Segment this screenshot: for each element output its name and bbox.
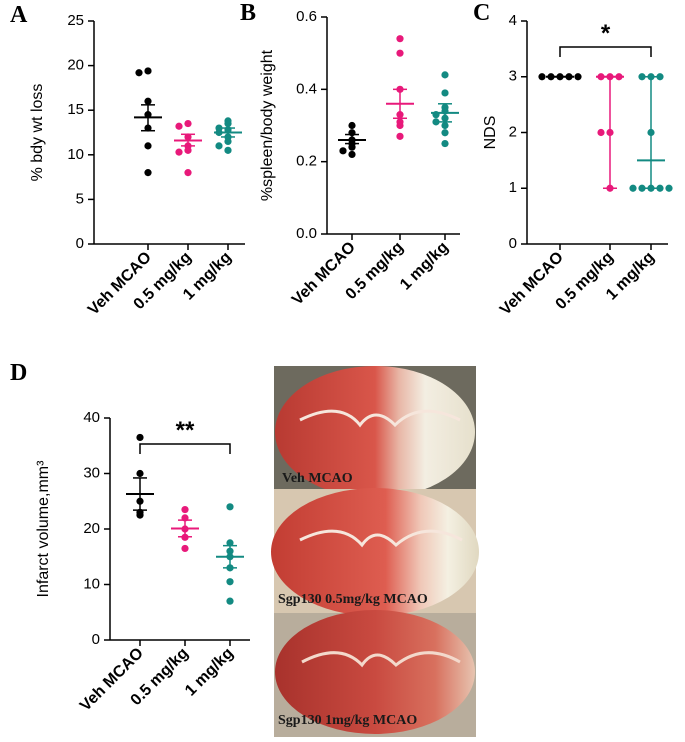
data-point	[224, 146, 232, 154]
data-point	[396, 49, 404, 57]
data-point	[441, 71, 449, 79]
significance-bracket	[139, 443, 231, 454]
photo-label: Sgp130 0.5mg/kg MCAO	[278, 592, 428, 607]
data-point	[638, 184, 646, 192]
photo-panel: Veh MCAO Sgp130 0.5mg/kg MCAO Sgp130 1mg…	[271, 366, 479, 737]
slice-detail	[301, 651, 461, 668]
significance-bracket	[559, 46, 652, 57]
x-tick-label: 1 mg/kg	[182, 645, 237, 700]
y-tick-label: 40	[83, 409, 100, 426]
y-tick-label: 0	[76, 235, 84, 252]
data-point	[226, 578, 234, 586]
data-point	[175, 148, 183, 156]
y-tick-label: 0.2	[296, 153, 317, 170]
y-tick-label: 4	[509, 12, 517, 29]
data-point	[144, 142, 152, 150]
data-point	[215, 142, 223, 150]
y-tick-label: 15	[67, 101, 84, 118]
x-tick-label: Veh MCAO	[497, 249, 567, 319]
data-point	[441, 129, 449, 137]
data-point	[441, 121, 449, 130]
y-axis-label: NDS	[482, 116, 499, 150]
panel-letter: A	[10, 2, 28, 28]
data-point	[181, 505, 189, 514]
data-point	[441, 139, 449, 148]
photo-label: Veh MCAO	[282, 471, 353, 486]
data-point	[339, 147, 347, 155]
brain-slice	[271, 488, 479, 616]
significance-label: **	[176, 417, 195, 444]
data-point	[135, 69, 143, 77]
data-point	[574, 73, 582, 81]
y-tick-label: 0	[92, 631, 100, 648]
y-tick-label: 5	[76, 190, 84, 207]
data-point	[656, 184, 664, 192]
data-point	[656, 73, 664, 81]
y-axis-label: Infarct volume,mm³	[35, 460, 52, 598]
panel-letter: C	[473, 0, 490, 26]
data-point	[396, 35, 404, 43]
y-tick-label: 1	[509, 179, 517, 196]
y-tick-label: 0.0	[296, 225, 317, 242]
data-point	[184, 169, 192, 177]
y-axis-label: %spleen/body weight	[259, 49, 276, 201]
data-point	[136, 511, 144, 519]
y-tick-label: 0.6	[296, 8, 317, 25]
data-point	[136, 433, 144, 442]
y-tick-label: 3	[509, 68, 517, 85]
data-point	[348, 143, 356, 151]
data-point	[226, 503, 234, 511]
y-tick-label: 20	[67, 57, 84, 74]
brain-slice	[275, 366, 475, 498]
data-point	[348, 121, 356, 130]
data-point	[597, 128, 605, 137]
y-tick-label: 2	[509, 123, 517, 140]
slice-detail	[299, 529, 463, 548]
data-point	[629, 184, 637, 192]
data-point	[226, 597, 234, 605]
data-point	[184, 146, 192, 154]
data-point	[224, 119, 232, 128]
chart-panel: B %spleen/body weight 0.0 0.2 0.4 0.6 Veh MCAO…	[240, 0, 460, 309]
photo-label: Sgp130 1mg/kg MCAO	[278, 713, 417, 728]
data-point	[144, 97, 152, 105]
data-point	[638, 73, 646, 81]
data-point	[396, 132, 404, 140]
data-point	[184, 119, 192, 128]
data-point	[226, 539, 234, 547]
data-point	[175, 122, 183, 130]
data-point	[538, 73, 546, 81]
y-axis-label: % bdy wt loss	[29, 84, 46, 182]
panel-letter: B	[240, 0, 256, 26]
x-tick-label: 1 mg/kg	[397, 239, 452, 294]
data-point	[348, 150, 356, 159]
data-point	[144, 67, 152, 75]
data-point	[441, 89, 449, 97]
data-point	[665, 184, 673, 192]
data-point	[396, 121, 404, 130]
significance-label: *	[601, 20, 611, 47]
data-point	[136, 469, 144, 478]
panel-letter: D	[10, 360, 27, 386]
y-tick-label: 10	[83, 575, 100, 592]
y-tick-label: 20	[83, 520, 100, 537]
brain-slice	[275, 610, 475, 734]
y-tick-label: 30	[83, 464, 100, 481]
y-tick-label: 25	[67, 12, 84, 29]
data-point	[181, 544, 189, 553]
data-point	[432, 118, 440, 126]
slice-detail	[299, 409, 461, 428]
y-tick-label: 0	[509, 235, 517, 252]
y-tick-label: 10	[67, 146, 84, 163]
data-point	[144, 169, 152, 177]
x-tick-label: Veh MCAO	[289, 239, 359, 309]
y-tick-label: 0.4	[296, 80, 317, 97]
data-point	[224, 137, 232, 146]
